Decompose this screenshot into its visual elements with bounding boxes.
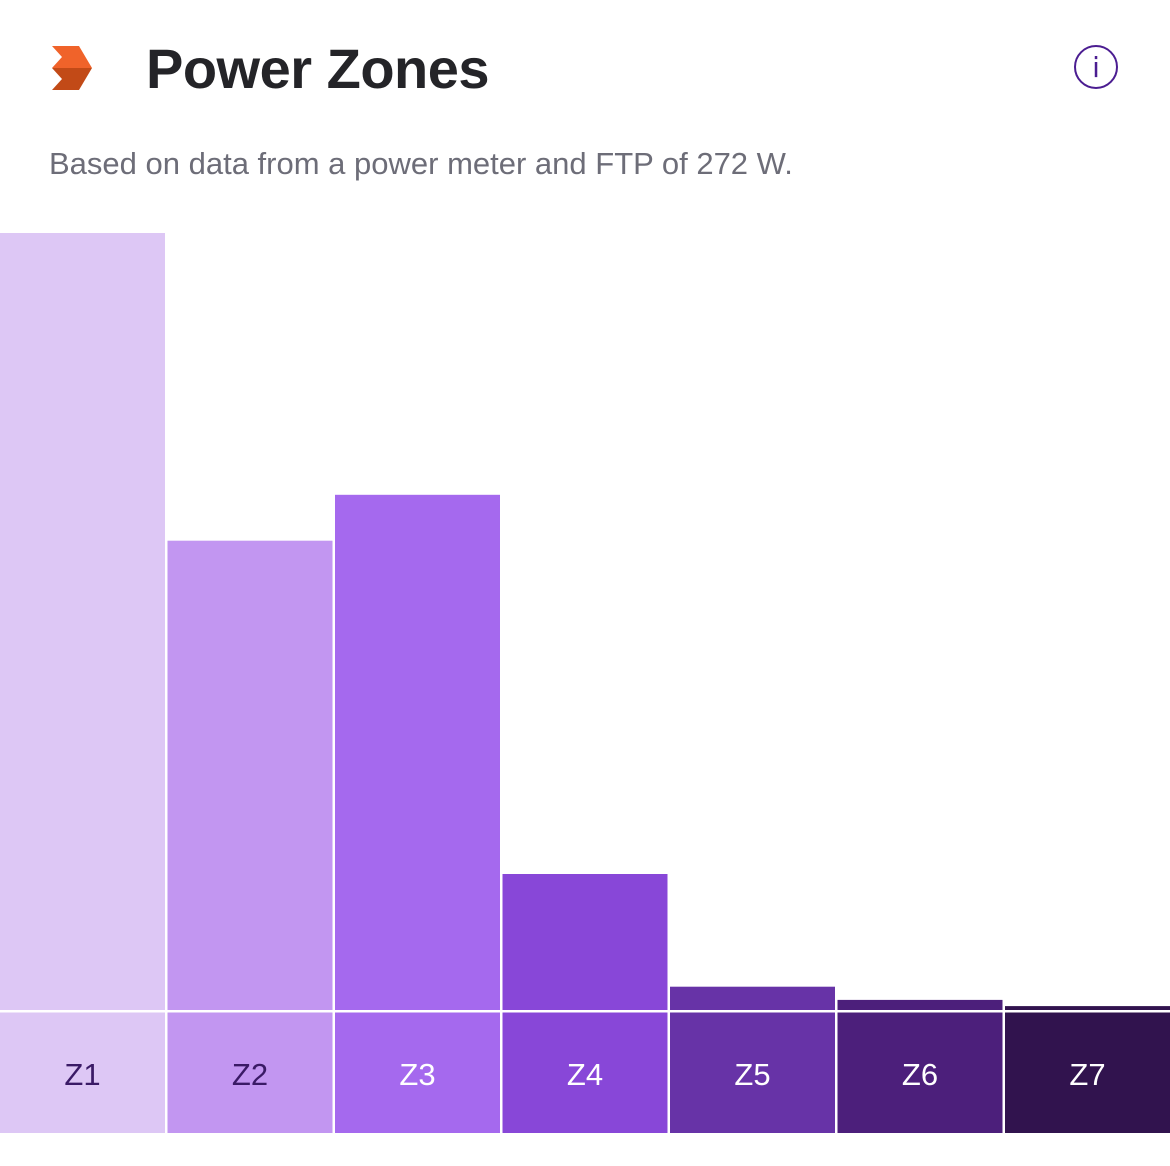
bar-z2[interactable] [167, 540, 333, 1010]
tick-label-z4: Z4 [567, 1057, 603, 1092]
bar-z7[interactable] [1005, 1006, 1170, 1010]
zone-label-band-z3 [335, 1012, 500, 1133]
tick-label-z6: Z6 [902, 1057, 938, 1092]
bar-z6[interactable] [837, 999, 1003, 1010]
tick-label-z7: Z7 [1069, 1057, 1105, 1092]
bar-z4[interactable] [502, 874, 668, 1010]
zone-label-band-z6 [837, 1012, 1003, 1133]
page-title: Power Zones [146, 37, 490, 100]
bar-z1[interactable] [0, 233, 165, 1010]
info-button[interactable]: i [1074, 45, 1118, 89]
chart-subtitle: Based on data from a power meter and FTP… [49, 146, 793, 181]
zone-label-band-z2 [167, 1012, 333, 1133]
zone-label-band-z7 [1005, 1012, 1170, 1133]
bar-z5[interactable] [670, 986, 835, 1010]
bar-z3[interactable] [335, 494, 500, 1010]
tick-label-z3: Z3 [399, 1057, 435, 1092]
tick-label-z1: Z1 [64, 1057, 100, 1092]
tick-label-z5: Z5 [734, 1057, 770, 1092]
zone-label-band-z1 [0, 1012, 165, 1133]
card-header: Power Zones i Based on data from a power… [0, 0, 1170, 181]
chevron-brand-icon [52, 46, 92, 90]
tick-label-z2: Z2 [232, 1057, 268, 1092]
info-icon: i [1092, 50, 1100, 84]
zone-label-band-z5 [670, 1012, 835, 1133]
zone-label-band-z4 [502, 1012, 668, 1133]
